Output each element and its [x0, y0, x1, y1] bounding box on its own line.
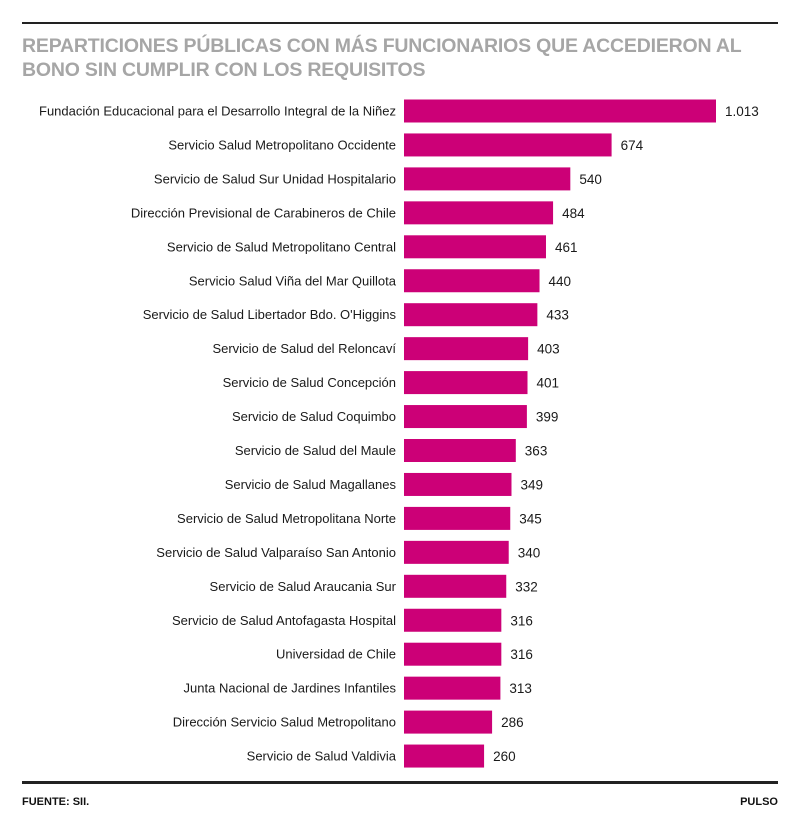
category-label: Servicio Salud Metropolitano Occidente [168, 137, 396, 152]
category-label: Servicio de Salud Coquimbo [232, 409, 396, 424]
brand-label: PULSO [740, 796, 778, 808]
bar [404, 201, 554, 225]
bar [404, 303, 538, 327]
value-label: 401 [537, 376, 560, 391]
category-label: Dirección Previsional de Carabineros de … [131, 205, 396, 220]
top-rule [22, 22, 778, 24]
bar [404, 235, 546, 259]
bar [404, 608, 502, 632]
bar [404, 439, 516, 462]
bar [404, 371, 528, 395]
value-label: 332 [515, 579, 538, 594]
category-label: Servicio de Salud Magallanes [225, 477, 397, 492]
value-label: 260 [493, 749, 516, 764]
value-label: 363 [525, 444, 548, 459]
category-label: Servicio de Salud Metropolitana Norte [177, 511, 396, 526]
value-label: 399 [536, 410, 559, 425]
value-label: 340 [518, 545, 541, 560]
bar [404, 167, 571, 191]
bar [404, 133, 612, 157]
bar [404, 642, 502, 666]
bar [404, 472, 512, 496]
bar [404, 99, 716, 123]
value-label: 313 [509, 681, 532, 696]
category-label: Fundación Educacional para el Desarrollo… [39, 104, 396, 119]
bar [404, 506, 511, 530]
value-label: 286 [501, 715, 524, 730]
bar [404, 710, 493, 734]
value-label: 461 [555, 240, 578, 255]
bar [404, 269, 540, 293]
bar [404, 337, 529, 361]
category-label: Servicio de Salud del Maule [235, 443, 396, 458]
category-label: Servicio de Salud Valparaíso San Antonio [156, 545, 396, 560]
category-label: Servicio de Salud Concepción [223, 375, 396, 390]
category-label: Servicio de Salud Libertador Bdo. O'Higg… [143, 307, 397, 322]
category-label: Junta Nacional de Jardines Infantiles [184, 681, 397, 696]
value-label: 540 [579, 172, 602, 187]
value-label: 1.013 [725, 104, 759, 119]
bar-chart: Fundación Educacional para el Desarrollo… [39, 99, 759, 768]
category-label: Servicio de Salud Valdivia [247, 749, 397, 764]
category-label: Universidad de Chile [276, 647, 396, 662]
category-label: Servicio de Salud Metropolitano Central [167, 239, 396, 254]
category-label: Servicio de Salud Antofagasta Hospital [172, 613, 396, 628]
value-label: 484 [562, 206, 585, 221]
category-label: Servicio de Salud Araucania Sur [210, 579, 397, 594]
value-label: 345 [519, 511, 542, 526]
chart-title: REPARTICIONES PÚBLICAS CON MÁS FUNCIONAR… [22, 35, 742, 81]
category-label: Dirección Servicio Salud Metropolitano [173, 715, 396, 730]
value-label: 433 [546, 308, 569, 323]
source-note: FUENTE: SII. [22, 796, 90, 808]
bottom-rule [22, 781, 778, 784]
value-label: 674 [621, 138, 644, 153]
value-label: 403 [537, 342, 560, 357]
category-label: Servicio Salud Viña del Mar Quillota [189, 273, 397, 288]
bar [404, 405, 527, 429]
value-label: 316 [510, 647, 533, 662]
category-label: Servicio de Salud del Reloncaví [212, 341, 396, 356]
value-label: 349 [520, 477, 543, 492]
bar [404, 744, 485, 768]
bar [404, 540, 509, 564]
category-label: Servicio de Salud Sur Unidad Hospitalari… [154, 171, 396, 186]
value-label: 440 [549, 274, 572, 289]
bar [404, 574, 507, 598]
bar [404, 676, 501, 700]
value-label: 316 [510, 613, 533, 628]
